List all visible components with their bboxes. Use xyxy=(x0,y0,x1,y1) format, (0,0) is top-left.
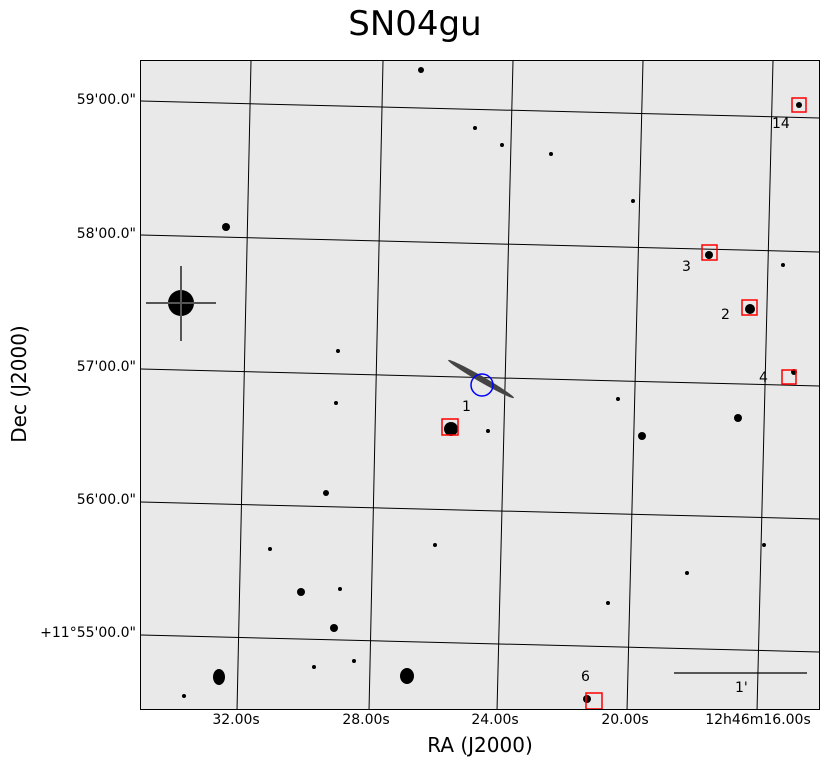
star xyxy=(433,543,437,547)
marker-label-3: 3 xyxy=(682,259,691,275)
star xyxy=(297,588,305,596)
x-tick-label: 24.00s xyxy=(471,712,519,728)
marker-3-box xyxy=(701,244,718,261)
star xyxy=(745,304,755,314)
galaxy xyxy=(400,668,414,684)
dec-grid-line xyxy=(141,501,819,520)
y-axis-title: Dec (J2000) xyxy=(7,325,31,443)
y-tick-label: 56'00.0" xyxy=(76,492,136,508)
sky-image: 14 3 2 4 1 6 1' xyxy=(140,60,820,710)
marker-2-box xyxy=(741,299,758,316)
star xyxy=(606,601,610,605)
star xyxy=(473,126,477,130)
star xyxy=(705,251,713,259)
scale-bar-label: 1' xyxy=(735,680,748,696)
ra-grid-line xyxy=(626,61,644,709)
y-tick-label: 59'00.0" xyxy=(76,92,136,108)
star xyxy=(352,659,356,663)
star xyxy=(336,349,340,353)
star xyxy=(338,587,342,591)
star xyxy=(444,422,458,436)
star xyxy=(796,102,802,108)
star xyxy=(486,429,490,433)
marker-6-box xyxy=(585,692,603,709)
star xyxy=(500,143,504,147)
y-tick-label: 58'00.0" xyxy=(76,226,136,242)
y-tick-label: 57'00.0" xyxy=(76,359,136,375)
sky-field-svg: 14 3 2 4 1 6 1' xyxy=(141,61,819,709)
star xyxy=(734,414,742,422)
marker-label-2: 2 xyxy=(721,307,730,323)
star xyxy=(182,694,186,698)
x-tick-label: 20.00s xyxy=(601,712,649,728)
marker-1-circle xyxy=(470,373,494,397)
marker-label-1: 1 xyxy=(462,399,471,415)
x-tick-label: 28.00s xyxy=(342,712,390,728)
dec-grid-line xyxy=(141,234,819,253)
host-galaxy xyxy=(448,359,514,399)
star xyxy=(616,397,620,401)
ra-grid-line xyxy=(496,61,514,709)
star xyxy=(222,223,230,231)
marker-label-14: 14 xyxy=(772,116,790,132)
star xyxy=(685,571,689,575)
star xyxy=(268,547,272,551)
bright-star xyxy=(146,266,216,341)
ra-grid-line xyxy=(756,61,774,709)
markers xyxy=(441,97,807,709)
y-tick-label: +11°55'00.0" xyxy=(40,625,136,641)
star xyxy=(312,665,316,669)
x-tick-label: 32.00s xyxy=(212,712,260,728)
star xyxy=(781,263,785,267)
image-title: SN04gu xyxy=(348,4,482,44)
star xyxy=(418,67,424,73)
star xyxy=(762,543,766,547)
coordinate-grid xyxy=(141,61,819,709)
star xyxy=(631,199,635,203)
star xyxy=(330,624,338,632)
marker-4-box xyxy=(781,369,797,385)
marker-reference-box xyxy=(441,418,459,436)
marker-label-4: 4 xyxy=(759,370,768,386)
star xyxy=(549,152,553,156)
ra-grid-line xyxy=(368,61,384,709)
star xyxy=(583,695,591,703)
dec-grid-line xyxy=(141,634,819,653)
star xyxy=(334,401,338,405)
marker-label-6: 6 xyxy=(581,669,590,685)
star xyxy=(638,432,646,440)
dec-grid-line xyxy=(141,100,819,119)
galaxy xyxy=(213,669,225,685)
marker-14-box xyxy=(791,97,807,113)
x-tick-label: 12h46m16.00s xyxy=(705,712,811,728)
star xyxy=(323,490,329,496)
stars xyxy=(146,67,802,703)
x-axis-title: RA (J2000) xyxy=(427,733,533,757)
ra-grid-line xyxy=(236,61,252,709)
